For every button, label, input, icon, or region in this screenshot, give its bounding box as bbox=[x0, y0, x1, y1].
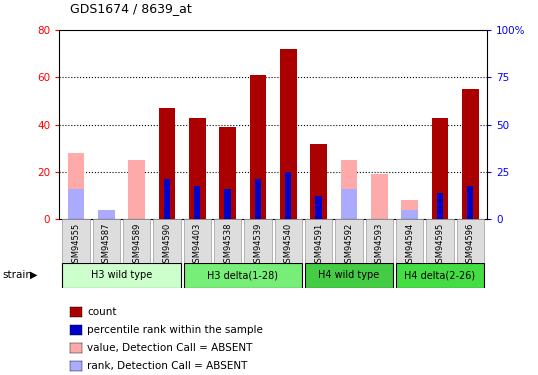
Bar bbox=[437, 194, 443, 219]
Text: strain: strain bbox=[3, 270, 33, 280]
Bar bbox=[335, 219, 363, 262]
Bar bbox=[341, 189, 357, 219]
Text: GSM94589: GSM94589 bbox=[132, 223, 141, 268]
Bar bbox=[62, 262, 181, 288]
Bar bbox=[457, 219, 484, 262]
Bar bbox=[62, 219, 89, 262]
Text: value, Detection Call = ABSENT: value, Detection Call = ABSENT bbox=[87, 343, 252, 353]
Bar bbox=[365, 219, 393, 262]
Bar bbox=[371, 174, 387, 219]
Bar bbox=[159, 108, 175, 219]
Bar bbox=[68, 153, 84, 219]
Text: GSM94590: GSM94590 bbox=[162, 223, 172, 268]
Bar bbox=[93, 219, 120, 262]
Bar bbox=[219, 127, 236, 219]
Bar bbox=[153, 219, 181, 262]
Bar bbox=[183, 262, 302, 288]
Text: GSM94538: GSM94538 bbox=[223, 223, 232, 268]
Text: GSM94592: GSM94592 bbox=[344, 223, 353, 268]
Text: H4 delta(2-26): H4 delta(2-26) bbox=[405, 270, 476, 280]
Text: H3 wild type: H3 wild type bbox=[91, 270, 152, 280]
Bar bbox=[431, 118, 448, 219]
Bar bbox=[98, 210, 115, 219]
Bar bbox=[123, 219, 150, 262]
Bar bbox=[315, 196, 322, 219]
Text: GSM94596: GSM94596 bbox=[466, 223, 475, 268]
Text: ▶: ▶ bbox=[30, 270, 37, 280]
Bar bbox=[194, 186, 200, 219]
Text: GSM94555: GSM94555 bbox=[72, 223, 80, 268]
Text: GSM94595: GSM94595 bbox=[435, 223, 444, 268]
Text: GSM94593: GSM94593 bbox=[374, 223, 384, 268]
Text: H4 wild type: H4 wild type bbox=[318, 270, 379, 280]
Bar bbox=[467, 186, 473, 219]
Bar bbox=[183, 219, 211, 262]
Bar bbox=[224, 189, 231, 219]
Text: GSM94594: GSM94594 bbox=[405, 223, 414, 268]
Bar bbox=[401, 200, 418, 219]
Bar bbox=[214, 219, 241, 262]
Bar bbox=[310, 144, 327, 219]
Bar bbox=[426, 219, 454, 262]
Bar bbox=[285, 172, 292, 219]
Text: count: count bbox=[87, 307, 117, 317]
Bar bbox=[254, 179, 261, 219]
Bar bbox=[305, 262, 393, 288]
Text: GSM94587: GSM94587 bbox=[102, 223, 111, 268]
Bar bbox=[128, 160, 145, 219]
Bar bbox=[68, 189, 84, 219]
Text: GSM94591: GSM94591 bbox=[314, 223, 323, 268]
Text: percentile rank within the sample: percentile rank within the sample bbox=[87, 325, 263, 335]
Text: rank, Detection Call = ABSENT: rank, Detection Call = ABSENT bbox=[87, 361, 247, 371]
Bar bbox=[341, 160, 357, 219]
Bar bbox=[164, 179, 170, 219]
Bar bbox=[244, 219, 272, 262]
Bar bbox=[274, 219, 302, 262]
Bar bbox=[396, 262, 484, 288]
Bar bbox=[250, 75, 266, 219]
Bar bbox=[189, 118, 206, 219]
Text: GDS1674 / 8639_at: GDS1674 / 8639_at bbox=[70, 2, 192, 15]
Text: GSM94539: GSM94539 bbox=[253, 223, 263, 268]
Bar bbox=[305, 219, 332, 262]
Text: GSM94403: GSM94403 bbox=[193, 223, 202, 268]
Bar bbox=[396, 219, 423, 262]
Text: H3 delta(1-28): H3 delta(1-28) bbox=[207, 270, 278, 280]
Bar bbox=[280, 49, 296, 219]
Bar bbox=[401, 210, 418, 219]
Bar bbox=[462, 89, 478, 219]
Text: GSM94540: GSM94540 bbox=[284, 223, 293, 268]
